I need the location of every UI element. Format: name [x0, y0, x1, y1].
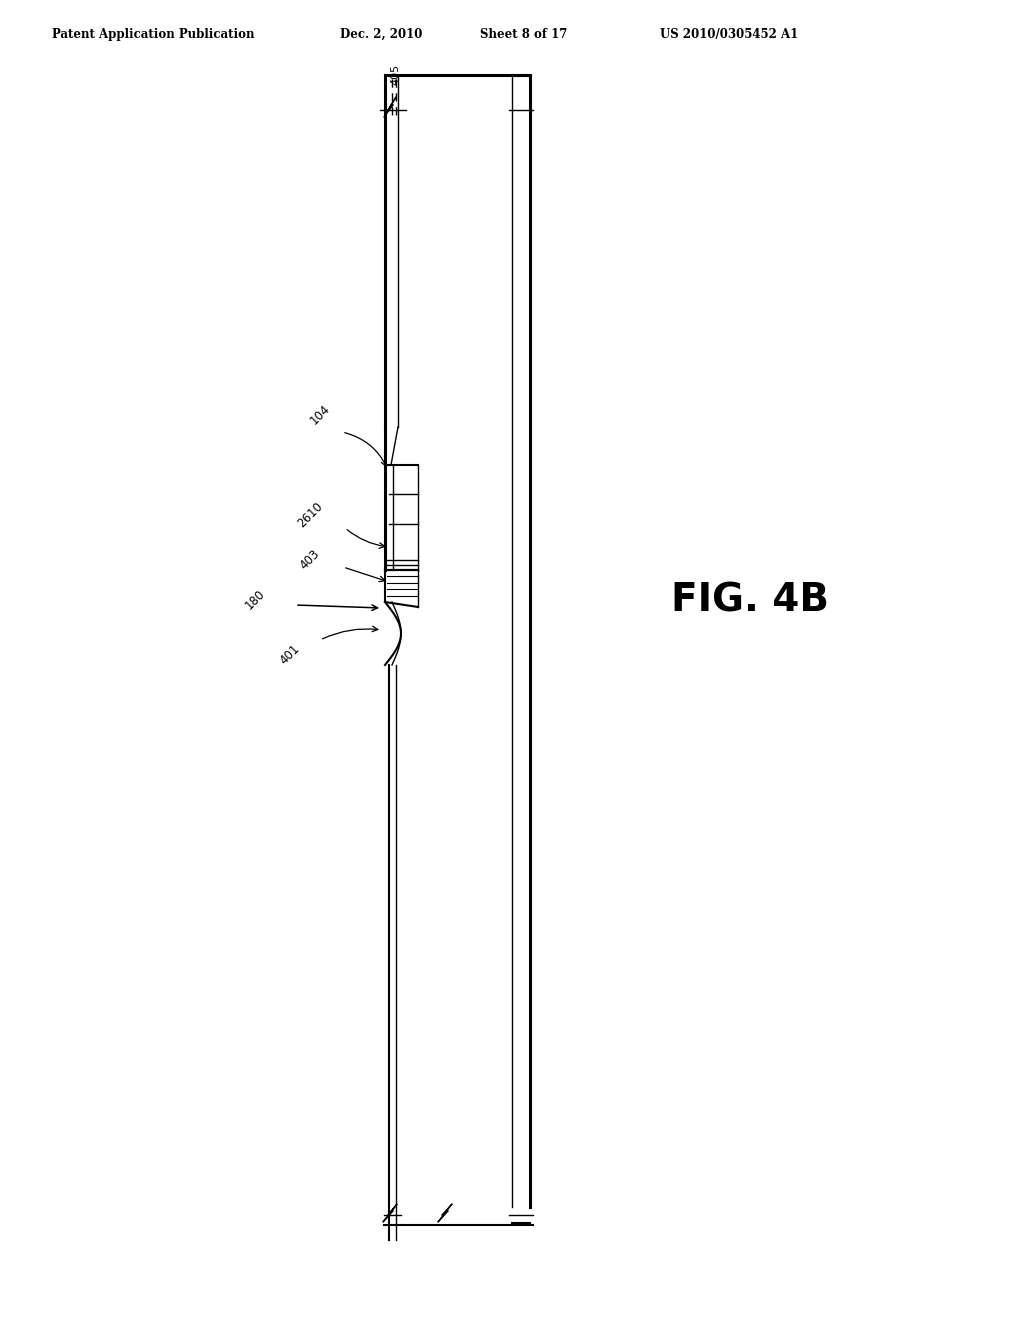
Text: Patent Application Publication: Patent Application Publication	[52, 28, 255, 41]
Text: 405: 405	[390, 63, 400, 84]
Text: Sheet 8 of 17: Sheet 8 of 17	[480, 28, 567, 41]
Text: 180: 180	[243, 587, 267, 612]
Text: 403: 403	[298, 548, 323, 573]
Text: 401: 401	[278, 643, 302, 668]
Text: US 2010/0305452 A1: US 2010/0305452 A1	[660, 28, 799, 41]
Text: 2610: 2610	[295, 500, 326, 531]
Text: 104: 104	[307, 403, 333, 428]
Text: FIG. 4B: FIG. 4B	[671, 581, 829, 619]
Text: Dec. 2, 2010: Dec. 2, 2010	[340, 28, 422, 41]
